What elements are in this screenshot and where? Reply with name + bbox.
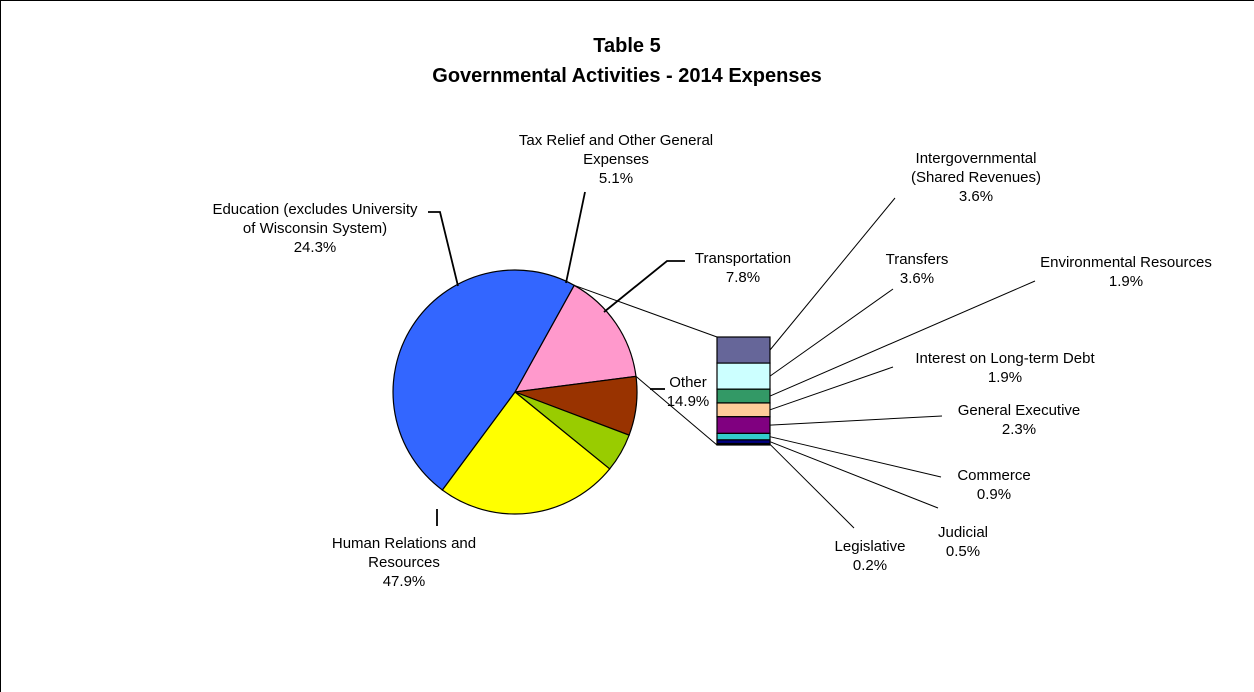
- bar-segment-legislative: [716, 442, 771, 446]
- bar-segment-intergovernmental-shared-revenues: [716, 336, 771, 364]
- chart-subtitle: Governmental Activities - 2014 Expenses: [432, 65, 821, 87]
- pie-slice-human-relations-and-resources: [392, 269, 575, 491]
- pie-label-human-relations: Human Relations and Resources 47.9%: [332, 535, 476, 590]
- pie-label-other: Other 14.9%: [667, 374, 710, 410]
- breakdown-label-environmental-resources: Environmental Resources 1.9%: [1040, 254, 1212, 290]
- breakdown-label-intergovernmental-shared-revenues: Intergovernmental (Shared Revenues) 3.6%: [911, 150, 1041, 205]
- leader-line-intergovernmental-shared-revenues: [769, 197, 896, 351]
- breakdown-label-interest-on-long-term-debt: Interest on Long-term Debt 1.9%: [915, 350, 1095, 386]
- leader-line-legislative: [769, 443, 855, 529]
- leader-line-tax-relief: [565, 191, 586, 284]
- leader-line-general-executive: [769, 415, 943, 426]
- leader-line-commerce: [769, 436, 942, 478]
- breakdown-label-commerce: Commerce 0.9%: [957, 467, 1030, 503]
- pie-slice-other: [513, 284, 637, 393]
- bar-segment-general-executive: [716, 416, 771, 435]
- other-connector-line: [635, 376, 718, 446]
- breakdown-label-transfers: Transfers 3.6%: [886, 251, 949, 287]
- breakdown-label-general-executive: General Executive 2.3%: [958, 402, 1081, 438]
- breakdown-label-legislative: Legislative 0.2%: [835, 538, 906, 574]
- leader-line-environmental-resources: [769, 280, 1036, 397]
- leader-line-interest-on-long-term-debt: [769, 366, 894, 411]
- chart-title: Table 5: [593, 35, 660, 57]
- pie-label-transportation: Transportation 7.8%: [695, 250, 791, 286]
- pie-label-tax-relief: Tax Relief and Other General Expenses 5.1%: [519, 132, 713, 187]
- leader-line-transfers: [769, 288, 894, 377]
- chart-marks: Education (excludes University of Wiscons…: [212, 132, 1211, 590]
- pie-slice-education-excludes-university-of-wisconsin-system: [441, 391, 611, 515]
- leader-line-education: [428, 211, 459, 287]
- bar-segment-commerce: [716, 432, 771, 441]
- other-connector-line: [573, 284, 718, 338]
- bar-segment-interest-on-long-term-debt: [716, 402, 771, 418]
- bar-segment-transfers: [716, 362, 771, 390]
- leader-line-transportation: [603, 260, 685, 313]
- leader-line-judicial: [769, 441, 939, 509]
- bar-segment-environmental-resources: [716, 388, 771, 404]
- breakdown-label-judicial: Judicial 0.5%: [938, 524, 988, 560]
- pie-label-education: Education (excludes University of Wiscons…: [212, 201, 418, 256]
